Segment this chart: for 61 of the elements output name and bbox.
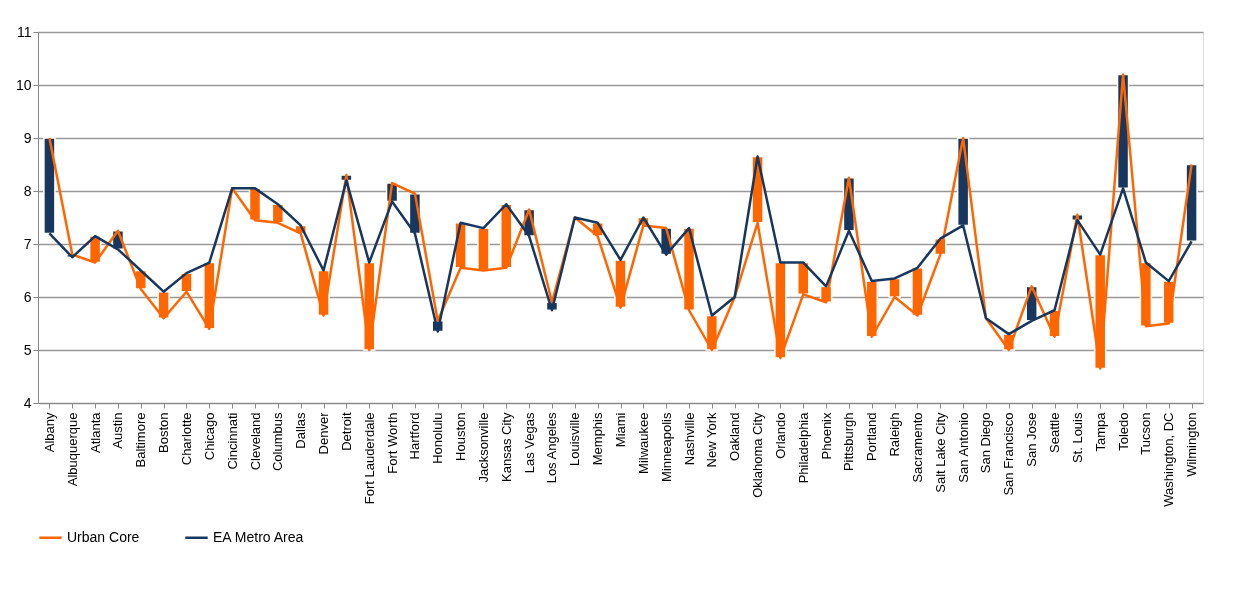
y-tick-label: 5 (23, 341, 32, 358)
x-tick-label: New York (704, 412, 720, 468)
x-tick-label: Las Vegas (521, 412, 537, 474)
x-tick-label: Oklahoma City (750, 412, 766, 498)
x-tick-label: Columbus (270, 412, 286, 472)
x-tick-label: Louisville (567, 412, 583, 466)
x-tick-label: San Antonio (955, 412, 971, 483)
x-tick-label: Kansas City (498, 412, 514, 482)
x-tick-label: Albany (41, 412, 57, 453)
y-tick-label: 8 (23, 182, 32, 199)
y-tick-label: 9 (23, 129, 32, 146)
y-tick-label: 11 (16, 23, 32, 40)
y-tick-label: 7 (23, 235, 32, 252)
x-tick-label: Toledo (1115, 412, 1131, 451)
x-tick-label: Milwaukee (635, 412, 651, 474)
legend-label: EA Metro Area (213, 528, 304, 545)
x-tick-label: Honolulu (430, 412, 446, 464)
x-tick-label: Phoenix (818, 412, 834, 460)
x-tick-label: St. Louis (1069, 412, 1085, 464)
x-tick-label: Austin (110, 412, 126, 449)
x-tick-label: Orlando (772, 412, 788, 459)
x-tick-label: Cleveland (247, 412, 263, 471)
x-tick-label: Dallas (293, 412, 309, 449)
x-tick-label: Minneapolis (658, 412, 674, 482)
x-tick-label: Cincinnati (224, 412, 240, 470)
x-tick-label: Charlotte (178, 412, 194, 466)
x-tick-label: Atlanta (87, 411, 103, 453)
x-tick-label: Los Angeles (544, 412, 560, 484)
y-tick-label: 10 (15, 76, 32, 93)
x-tick-label: Sacramento (909, 412, 925, 483)
x-tick-label: Chicago (201, 412, 217, 461)
x-tick-label: Tucson (1138, 412, 1154, 455)
y-tick-label: 4 (23, 394, 32, 411)
y-tick-label: 6 (23, 288, 32, 305)
x-tick-label: Oakland (727, 412, 743, 461)
x-tick-label: Miami (613, 412, 628, 448)
x-tick-label: Fort Worth (384, 412, 400, 474)
x-tick-label: Wilmington (1184, 412, 1200, 477)
x-tick-label: Seattle (1047, 412, 1063, 453)
x-tick-label: San Diego (978, 412, 994, 474)
x-tick-label: Houston (453, 412, 469, 461)
x-tick-label: Jacksonville (475, 412, 491, 483)
x-tick-label: Baltimore (133, 412, 149, 468)
x-tick-label: Memphis (590, 412, 606, 466)
x-tick-label: Raleigh (887, 412, 903, 457)
x-tick-label: Boston (156, 412, 172, 453)
x-tick-label: Hartford (407, 412, 423, 460)
x-tick-label: Fort Lauderdale (361, 412, 377, 505)
x-tick-label: Washington, DC (1161, 412, 1177, 507)
x-tick-label: Albuquerque (64, 412, 80, 487)
x-tick-label: Philadelphia (795, 411, 811, 484)
x-tick-label: Pittsburgh (841, 412, 857, 472)
x-tick-label: Nashville (681, 412, 697, 466)
x-tick-label: Salt Lake City (932, 412, 948, 493)
x-tick-label: San Jose (1024, 412, 1040, 467)
x-tick-label: San Francisco (1001, 412, 1017, 496)
x-tick-label: Denver (316, 411, 332, 455)
x-tick-label: Portland (864, 412, 880, 461)
x-tick-label: Tampa (1092, 411, 1108, 452)
x-tick-label: Detroit (338, 412, 354, 451)
legend-label: Urban Core (67, 528, 140, 545)
